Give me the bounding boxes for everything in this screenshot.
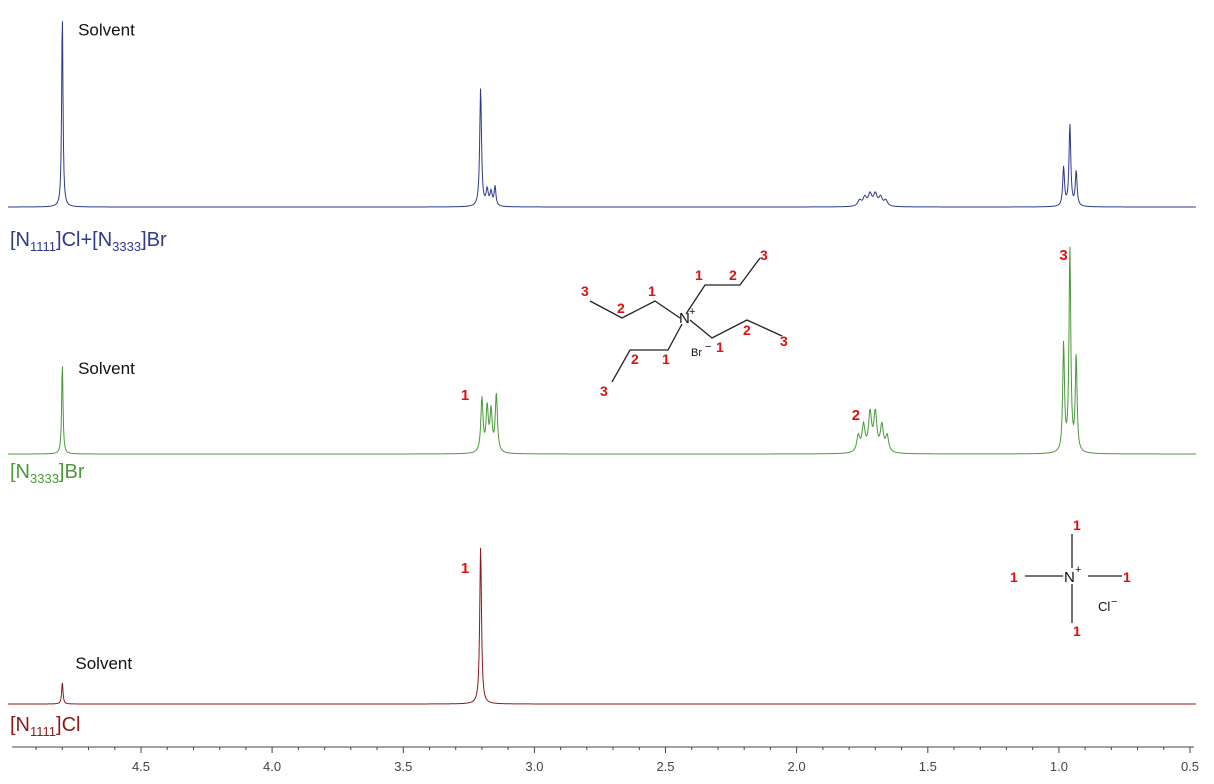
tetramethylammonium-text: N + Cl − 1 1 1 1 [1010, 517, 1131, 639]
series-label-n3333br: [N3333]Br [10, 461, 85, 486]
struct-label: 3 [780, 333, 788, 349]
struct-label: 3 [581, 283, 589, 299]
struct-label: 2 [743, 322, 751, 338]
spectrum-trace-n3333br [8, 246, 1196, 455]
chloride-charge: − [1111, 596, 1117, 608]
x-tick-label: 1.5 [919, 759, 937, 774]
x-tick-label: 0.5 [1181, 759, 1199, 774]
peak-number-label: 1 [461, 387, 469, 404]
x-tick-label: 3.5 [394, 759, 412, 774]
bond-chain-upper-left [589, 300, 681, 319]
tetrapropylammonium-text: N + Br − 3 2 1 1 2 3 1 2 3 2 1 3 [581, 247, 788, 399]
peak-number-label: 3 [1059, 247, 1067, 264]
bromide-charge: − [705, 341, 711, 353]
solvent-label: Solvent [78, 359, 135, 378]
peak-number-label: 1 [461, 560, 469, 577]
peak-annotations: Solvent Solvent 1 2 3 Solvent 1 [75, 20, 1067, 673]
struct-label: 1 [1010, 569, 1018, 585]
struct-label: 3 [600, 383, 608, 399]
struct-label: 1 [1123, 569, 1131, 585]
tetrapropylammonium-structure [589, 257, 783, 383]
struct-label: 1 [1073, 517, 1081, 533]
series-label-n1111cl: [N1111]Cl [10, 714, 80, 739]
x-axis-ticks: 4.5 4.0 3.5 3.0 2.5 2.0 1.5 1.0 0.5 [35, 747, 1199, 774]
bond-chain-upper-right [685, 257, 761, 315]
struct-label: 1 [662, 351, 670, 367]
x-tick-label: 4.0 [263, 759, 281, 774]
spectrum-trace-mixture [8, 21, 1196, 208]
nitrogen-atom: N [679, 310, 690, 327]
nitrogen-atom: N [1064, 569, 1075, 586]
chloride-anion: Cl [1098, 599, 1110, 614]
bond-chain-lower-left [611, 323, 683, 383]
struct-label: 2 [631, 351, 639, 367]
struct-label: 2 [617, 300, 625, 316]
series-label-mixture: [N1111]Cl+[N3333]Br [10, 229, 167, 254]
spectra-traces [8, 21, 1196, 705]
x-tick-label: 1.0 [1050, 759, 1068, 774]
x-tick-label: 2.5 [656, 759, 674, 774]
struct-label: 1 [716, 339, 724, 355]
struct-label: 1 [1073, 623, 1081, 639]
solvent-label: Solvent [75, 654, 132, 673]
x-tick-label: 3.0 [525, 759, 543, 774]
nitrogen-charge: + [1075, 564, 1081, 576]
bond-chain-lower-right [689, 319, 783, 339]
struct-label: 2 [729, 267, 737, 283]
struct-label: 3 [760, 247, 768, 263]
struct-label: 1 [648, 283, 656, 299]
tetramethylammonium-structure [1025, 534, 1122, 623]
nitrogen-charge: + [689, 306, 695, 318]
peak-number-label: 2 [852, 407, 860, 424]
solvent-label: Solvent [78, 20, 135, 39]
x-tick-label: 4.5 [132, 759, 150, 774]
x-axis: 4.5 4.0 3.5 3.0 2.5 2.0 1.5 1.0 0.5 [12, 746, 1199, 774]
x-tick-label: 2.0 [788, 759, 806, 774]
struct-label: 1 [695, 267, 703, 283]
bromide-anion: Br [691, 347, 702, 359]
spectrum-trace-n1111cl [8, 547, 1196, 705]
